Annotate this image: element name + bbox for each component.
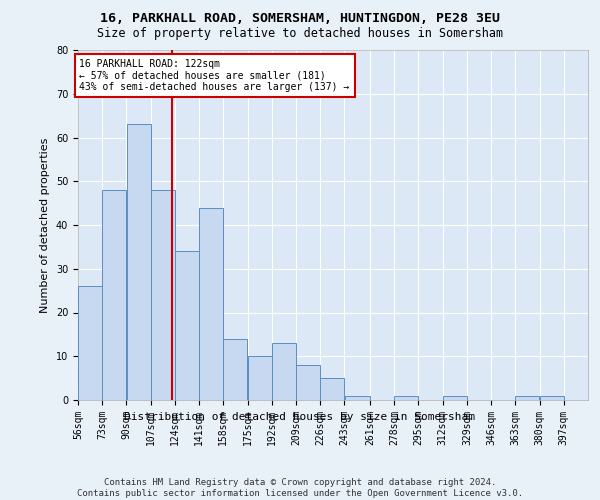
Text: Distribution of detached houses by size in Somersham: Distribution of detached houses by size … (125, 412, 476, 422)
Text: 16, PARKHALL ROAD, SOMERSHAM, HUNTINGDON, PE28 3EU: 16, PARKHALL ROAD, SOMERSHAM, HUNTINGDON… (100, 12, 500, 26)
Bar (248, 356, 272, 400)
Bar (296, 365, 320, 400)
Bar (394, 396, 418, 400)
Text: Contains HM Land Registry data © Crown copyright and database right 2024.
Contai: Contains HM Land Registry data © Crown c… (77, 478, 523, 498)
Bar (103, 190, 127, 400)
Bar (320, 378, 344, 400)
Bar (272, 343, 296, 400)
Bar (344, 396, 370, 400)
Bar (199, 208, 223, 400)
Text: 16 PARKHALL ROAD: 122sqm
← 57% of detached houses are smaller (181)
43% of semi-: 16 PARKHALL ROAD: 122sqm ← 57% of detach… (79, 59, 350, 92)
Text: Size of property relative to detached houses in Somersham: Size of property relative to detached ho… (97, 28, 503, 40)
Bar (443, 396, 467, 400)
Y-axis label: Number of detached properties: Number of detached properties (40, 138, 50, 312)
Bar (515, 396, 539, 400)
Bar (223, 339, 247, 400)
Bar (78, 286, 102, 400)
Bar (127, 124, 151, 400)
Bar (151, 190, 175, 400)
Bar (539, 396, 563, 400)
Bar (175, 252, 199, 400)
